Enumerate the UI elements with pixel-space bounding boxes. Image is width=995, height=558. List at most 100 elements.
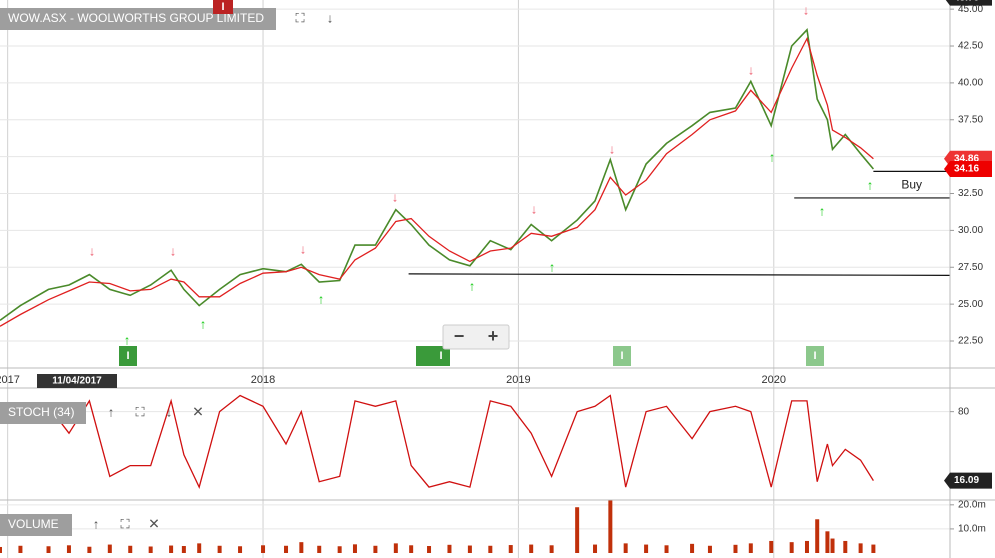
volume-bar	[427, 546, 432, 553]
y-tick-label: 27.50	[958, 262, 983, 273]
fullscreen-icon[interactable]: ⛶	[134, 404, 145, 419]
fullscreen-icon[interactable]: ⛶	[294, 10, 305, 25]
volume-bar	[148, 546, 153, 553]
volume-bar	[690, 543, 695, 553]
panel-title: VOLUME	[8, 517, 59, 531]
volume-bar	[707, 545, 712, 553]
signal-arrow: ↑	[867, 177, 874, 192]
y-tick-label: 45.00	[958, 4, 983, 15]
y-tick-label: 30.00	[958, 225, 983, 236]
zoom-out[interactable]: −	[454, 326, 465, 346]
volume-bar	[181, 546, 186, 553]
signal-arrow: ↓	[609, 141, 616, 156]
volume-bar	[46, 546, 51, 553]
stoch-title-box	[0, 402, 86, 424]
fullscreen-icon[interactable]: ⛶	[119, 516, 130, 531]
volume-bar	[337, 546, 342, 553]
signal-arrow: ↑	[469, 278, 476, 293]
move-up-icon[interactable]: ↑	[93, 516, 100, 531]
volume-bar	[197, 543, 202, 553]
volume-bar	[352, 544, 357, 553]
volume-bar	[593, 544, 598, 553]
volume-bar	[804, 540, 809, 553]
volume-bar	[843, 540, 848, 553]
overlay: 22.5025.0027.5030.0032.5035.0037.5040.00…	[944, 0, 992, 535]
signal-arrow: ↓	[392, 189, 399, 204]
signal-arrow: ↑	[549, 259, 556, 274]
y-tick-label: 32.50	[958, 188, 983, 199]
y-tick-label: 37.50	[958, 114, 983, 125]
signal-arrow: ↓	[531, 201, 538, 216]
signal-arrow: ↓	[803, 2, 810, 17]
volume-bar	[393, 543, 398, 553]
series-line	[0, 394, 874, 489]
volume-bar	[409, 545, 414, 553]
volume-bar	[769, 540, 774, 553]
chart-title: WOW.ASX - WOOLWORTHS GROUP LIMITED	[8, 11, 264, 25]
plot-area: 2017 2018 2019 2020 Buy ↓ ↓ ↓ ↓ ↓ ↓ ↓ ↓ ↑ ↑ ↑ ↑ ↑ ↑ ↑ ↑ I I I I I…	[0, 2, 950, 553]
volume-bar	[608, 500, 613, 553]
volume-bar	[299, 542, 304, 553]
price-badge-label: 34.16	[954, 164, 979, 175]
signal-arrow: ↑	[200, 316, 207, 331]
event-label: I	[620, 350, 623, 362]
y-tick-label: 40.00	[958, 78, 983, 89]
event-label: I	[126, 350, 129, 362]
event-marker[interactable]	[119, 346, 137, 366]
volume-bar	[508, 545, 513, 553]
volume-bar	[858, 543, 863, 553]
signal-arrow: ↑	[318, 291, 325, 306]
volume-bar	[623, 543, 628, 553]
panel-title: STOCH (34)	[8, 405, 74, 419]
event-label: I	[221, 1, 224, 13]
signal-arrow: ↑	[124, 332, 131, 347]
series-line	[0, 36, 874, 327]
volume-bar	[284, 545, 289, 553]
zoom-controls	[442, 324, 510, 350]
event-marker[interactable]	[432, 346, 450, 366]
volume-bar	[317, 545, 322, 553]
move-down-icon[interactable]: ↓	[327, 10, 334, 25]
x-tick-label: 2019	[506, 374, 530, 386]
close-icon[interactable]: ✕	[148, 516, 160, 532]
event-marker[interactable]	[806, 346, 824, 366]
x-tick-label: 2018	[251, 374, 275, 386]
volume-bar	[789, 542, 794, 553]
close-icon[interactable]: ✕	[192, 404, 204, 420]
cursor-date-box	[37, 374, 117, 388]
volume-bar	[128, 545, 133, 553]
signal-arrow: ↓	[89, 243, 96, 258]
volume-bar	[0, 546, 2, 553]
volume-bar	[238, 546, 243, 553]
volume-bar	[830, 538, 835, 553]
event-label: I	[439, 350, 442, 362]
move-up-icon[interactable]: ↑	[108, 404, 115, 419]
event-label: I	[813, 350, 816, 362]
event-marker[interactable]	[213, 0, 233, 14]
price-badge-label: 34.86	[954, 153, 979, 164]
price-badge	[944, 161, 992, 178]
volume-bar	[447, 544, 452, 553]
move-down-icon[interactable]: ↓	[166, 404, 173, 419]
volume-bar	[488, 545, 493, 553]
volume-bar	[748, 543, 753, 553]
x-tick-label: 2017	[0, 374, 20, 386]
volume-bar	[815, 519, 820, 553]
volume-title-box	[0, 514, 72, 536]
signal-arrow: ↑	[769, 149, 776, 164]
y-tick-label: 80	[958, 406, 970, 417]
volume-bar	[467, 545, 472, 553]
y-tick-label: 10.0m	[958, 524, 986, 535]
volume-bar	[217, 545, 222, 553]
volume-bar	[261, 545, 266, 553]
volume-bar	[575, 507, 580, 553]
zoom-in[interactable]: +	[488, 326, 499, 346]
title-box	[0, 8, 276, 30]
trend-line	[408, 273, 950, 276]
volume-bar	[644, 544, 649, 553]
cursor-date: 11/04/2017	[52, 376, 102, 387]
event-marker[interactable]	[613, 346, 631, 366]
volume-bar	[18, 545, 23, 553]
